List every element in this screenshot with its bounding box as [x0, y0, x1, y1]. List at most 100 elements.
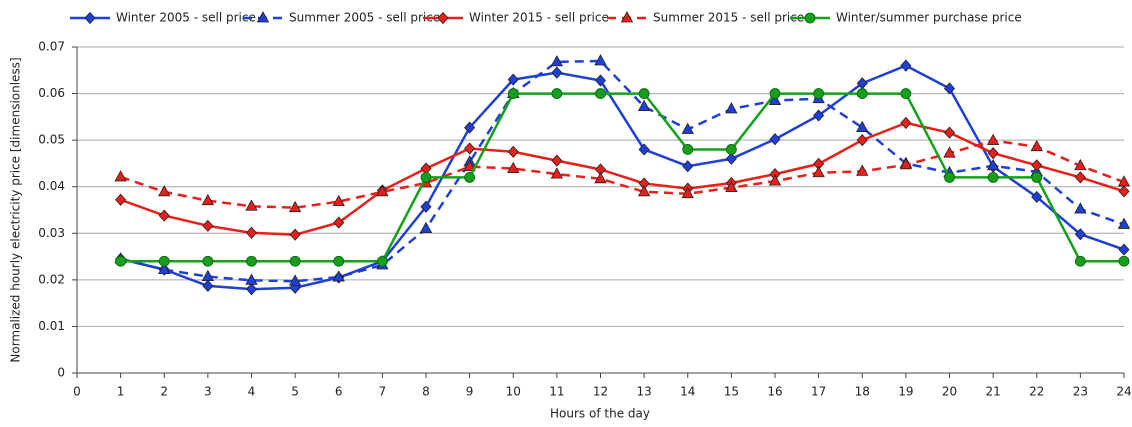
point [464, 121, 476, 134]
point [943, 82, 956, 95]
x-tick-label: 6 [335, 385, 343, 399]
series-line [120, 121, 1125, 236]
y-tick-label: 0.01 [38, 319, 65, 333]
x-tick-label: 12 [593, 385, 608, 399]
point [333, 216, 345, 229]
point [115, 193, 127, 206]
x-tick-label: 18 [855, 385, 870, 399]
point [551, 66, 563, 79]
series-line [120, 59, 1125, 283]
point [725, 144, 737, 155]
point [1117, 175, 1131, 187]
point [1074, 228, 1086, 241]
series-line [120, 92, 1124, 263]
point [464, 171, 476, 183]
point [900, 116, 912, 130]
legend-label: Summer 2015 - sell price [653, 11, 804, 25]
point [856, 88, 868, 99]
series-line [120, 139, 1125, 209]
point [1074, 255, 1086, 267]
point [551, 88, 563, 99]
x-tick-label: 16 [767, 385, 782, 399]
point [420, 171, 432, 183]
x-tick-label: 21 [985, 385, 1000, 399]
point [986, 158, 1000, 171]
point [856, 164, 869, 176]
legend-marker [620, 11, 634, 23]
point [725, 102, 738, 114]
point [202, 219, 214, 232]
point [202, 279, 214, 293]
x-tick-label: 5 [291, 385, 299, 399]
point [987, 171, 999, 183]
point [1117, 217, 1131, 229]
point [1118, 255, 1130, 267]
point [376, 255, 388, 267]
x-tick-label: 19 [898, 385, 913, 399]
point [1031, 159, 1043, 172]
point [376, 185, 389, 197]
point [420, 200, 432, 213]
x-tick-label: 4 [248, 385, 256, 399]
point [114, 170, 127, 182]
point [681, 122, 694, 134]
point [201, 193, 215, 206]
point [812, 165, 825, 178]
point [813, 88, 825, 99]
point [594, 74, 607, 87]
point [202, 255, 214, 267]
point [550, 55, 564, 67]
point [507, 88, 519, 99]
legend-label: Summer 2005 - sell price [289, 11, 440, 25]
x-tick-label: 20 [942, 385, 957, 399]
point [201, 269, 215, 281]
point [551, 154, 563, 167]
y-tick-label: 0 [57, 366, 65, 380]
y-tick-label: 0.02 [38, 272, 65, 286]
legend-label: Winter 2015 - sell price [469, 11, 609, 25]
y-tick-label: 0.06 [38, 86, 65, 100]
point [464, 142, 476, 155]
point [1031, 190, 1043, 204]
x-tick-label: 22 [1029, 385, 1044, 399]
point [725, 152, 737, 165]
point [725, 180, 738, 193]
point [943, 126, 956, 139]
point [507, 73, 519, 86]
x-tick-label: 17 [811, 385, 826, 399]
legend-marker [256, 11, 270, 23]
point [289, 228, 301, 241]
x-tick-label: 24 [1116, 385, 1131, 399]
point [158, 209, 170, 222]
y-tick-label: 0.03 [38, 226, 65, 240]
point [288, 274, 302, 286]
x-tick-label: 2 [160, 385, 168, 399]
point [856, 120, 869, 132]
point [594, 54, 607, 66]
x-tick-label: 3 [204, 385, 212, 399]
point [638, 88, 650, 99]
point [245, 283, 258, 296]
point [245, 226, 258, 239]
y-axis-title: Normalized hourly electricity price [dim… [9, 57, 23, 362]
legend-marker [437, 11, 449, 25]
x-tick-label: 1 [117, 385, 125, 399]
x-tick-label: 13 [636, 385, 651, 399]
point [769, 88, 781, 99]
point [289, 255, 301, 267]
point [900, 88, 912, 99]
y-tick-label: 0.04 [38, 179, 65, 193]
point [550, 167, 564, 179]
point [681, 186, 694, 199]
point [682, 144, 694, 155]
point [245, 273, 258, 285]
x-tick-label: 15 [724, 385, 739, 399]
point [463, 159, 476, 172]
y-tick-label: 0.05 [38, 133, 65, 147]
point [987, 147, 999, 160]
point [638, 143, 650, 156]
x-tick-label: 9 [466, 385, 474, 399]
point [1074, 202, 1087, 214]
x-axis-title: Hours of the day [550, 407, 650, 421]
